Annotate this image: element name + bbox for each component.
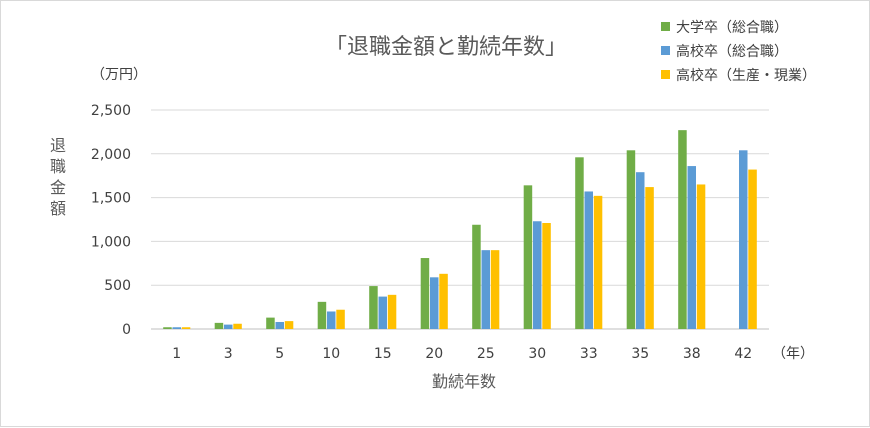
bar [481,250,490,329]
bar [542,223,551,329]
x-tick-label: 20 [425,346,443,362]
bar [472,224,481,329]
bar [490,250,500,329]
x-tick-label: 10 [322,346,340,362]
x-tick-label: 35 [631,346,649,362]
bar [163,327,172,329]
bar [275,321,284,329]
bar [739,150,748,329]
x-tick-label: 38 [683,346,701,362]
y-tick-label: 2,500 [91,103,131,119]
bar [593,195,603,329]
bar [687,166,696,329]
bar [284,321,294,329]
bar [181,327,191,329]
legend-label: 大学卒（総合職） [676,20,788,36]
y-tick-label: 0 [122,322,131,338]
y-axis-title-char: 額 [50,199,66,218]
bar [626,150,636,329]
bar [327,311,336,329]
bar [678,130,687,329]
x-tick-label: 3 [224,346,233,362]
legend-swatch [661,22,670,31]
bar [439,273,448,329]
bar [584,191,593,329]
bar [533,221,542,329]
bar [575,157,584,329]
legend-label: 高校卒（総合職） [676,43,788,60]
legend-swatch [661,70,670,79]
x-tick-label: 33 [580,346,598,362]
bar [420,258,430,329]
bar [317,301,327,329]
y-axis-title-char: 退 [50,136,66,155]
bar [233,323,242,329]
bar [336,309,345,329]
bar [523,185,533,329]
legend: 大学卒（総合職） 高校卒（総合職） 高校卒（生産・現業） [661,20,816,84]
bar [636,172,645,329]
chart-title: 「退職金額と勤続年数」 [325,35,567,60]
x-axis-title: 勤続年数 [432,372,496,391]
x-tick-label: 42 [734,346,752,362]
x-tick-label: 25 [477,346,495,362]
y-tick-label: 1,500 [91,191,131,207]
legend-label: 高校卒（生産・現業） [676,67,816,84]
y-axis-title-char: 職 [50,157,66,176]
legend-swatch [661,46,670,55]
x-tick-label: 15 [374,346,392,362]
y-tick-label: 1,000 [91,234,131,250]
bar [430,277,439,329]
x-tick-label: 1 [172,346,181,362]
y-tick-label: 2,000 [91,147,131,163]
bars [163,130,757,329]
bar [224,324,233,329]
bar [214,322,224,329]
y-axis-title-char: 金 [50,178,66,197]
y-axis-unit: （万円） [91,67,147,83]
x-tick-label: 30 [528,346,546,362]
bar [172,327,181,329]
bar [645,187,654,329]
bar [387,294,397,329]
y-axis-title: 退職金額 [50,136,66,218]
y-tick-label: 500 [104,278,131,294]
x-axis-unit: （年） [772,346,814,362]
bar [266,317,275,329]
x-tick-label: 5 [275,346,284,362]
bar [748,169,757,329]
bar [696,184,706,329]
bar [378,296,387,329]
bar [369,286,378,329]
gridlines [151,109,769,330]
